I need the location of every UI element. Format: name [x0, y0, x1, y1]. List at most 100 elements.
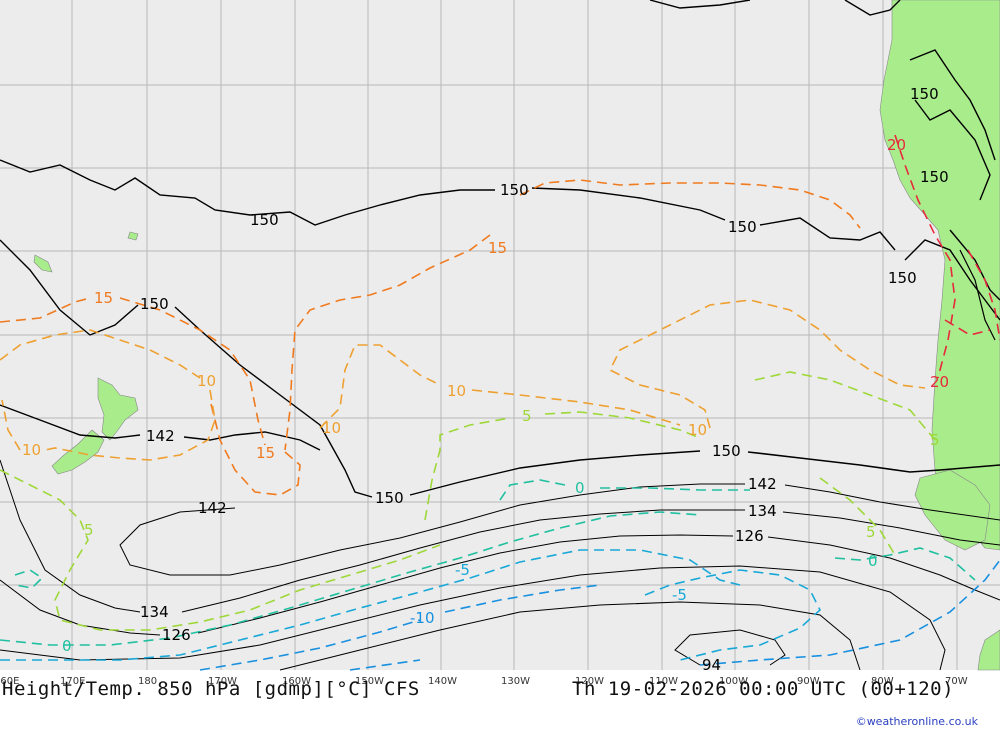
temp-label-minus5: -5	[455, 561, 470, 579]
temp-minus10-b	[444, 584, 601, 613]
tierra-del-fuego	[914, 469, 991, 551]
height-label: 142	[748, 475, 777, 493]
height-150-top-mid	[531, 187, 726, 221]
height-150-top	[0, 159, 495, 226]
height-label: 134	[140, 603, 169, 621]
temp-label-10: 10	[447, 382, 466, 400]
temp-label-5: 5	[930, 431, 940, 449]
temp-5-mid	[424, 417, 511, 521]
temperature-contours	[0, 134, 1000, 671]
antarctic-peninsula-tip	[977, 629, 1000, 671]
height-150-top-right	[759, 217, 896, 251]
height-label: 150	[920, 168, 949, 186]
lon-label: 140W	[428, 676, 457, 687]
temp-label-10: 10	[688, 421, 707, 439]
height-label: 142	[146, 427, 175, 445]
height-134-right	[782, 511, 1000, 546]
temp-label-15: 15	[488, 239, 507, 257]
height-142-west-b	[183, 431, 321, 451]
height-contours	[0, 0, 1000, 671]
temp-5-mid-b	[544, 411, 701, 439]
height-label: 150	[500, 181, 529, 199]
height-150-west	[0, 239, 139, 336]
temp-10-mid	[319, 344, 441, 429]
temp-label-0: 0	[868, 552, 878, 570]
valid-time: Th 19-02-2026 00:00 UTC (00+120)	[572, 678, 955, 700]
lon-label: 100W	[719, 676, 748, 687]
lon-label: 160W	[282, 676, 311, 687]
height-label: 134	[748, 502, 777, 520]
temp-label-5: 5	[84, 521, 94, 539]
lon-label: 70W	[945, 676, 968, 687]
temperature-labels: 15 15 15 10 10 10 10 10 20 20 5 5 5 5 0 …	[22, 136, 949, 655]
height-label: 150	[375, 489, 404, 507]
height-label: 150	[910, 85, 939, 103]
temp-15-west	[0, 297, 91, 323]
temp-0-mid	[499, 479, 566, 501]
temp-label-20: 20	[887, 136, 906, 154]
height-118	[0, 565, 946, 671]
height-label: 126	[162, 626, 191, 644]
temp-10-west	[0, 329, 201, 379]
temp-5-east	[754, 371, 936, 441]
lon-label: 160E	[0, 676, 19, 687]
temp-label-5: 5	[522, 407, 532, 425]
temp-0-west	[0, 511, 701, 646]
lat-lon-grid	[0, 0, 1000, 670]
temp-20-coast	[894, 134, 1000, 379]
height-126-right	[767, 536, 1000, 601]
lon-label: 90W	[797, 676, 820, 687]
height-150-diagonal	[174, 306, 373, 498]
temp-10-mid-b	[471, 389, 681, 426]
temp-label-15: 15	[94, 289, 113, 307]
temp-label-20: 20	[930, 373, 949, 391]
temp-0-west-loop	[14, 569, 44, 589]
height-150-south-right	[747, 451, 1000, 473]
lon-label: 130W	[501, 676, 530, 687]
small-island	[127, 231, 139, 241]
lon-label: 120W	[575, 676, 604, 687]
temp-5-west	[0, 469, 441, 631]
height-label: 142	[198, 499, 227, 517]
height-142-right	[784, 484, 1000, 521]
height-label: 94	[702, 656, 721, 674]
height-label: 150	[728, 218, 757, 236]
temp-label-5: 5	[866, 523, 876, 541]
temp-15-top	[519, 179, 861, 229]
land-masses	[33, 0, 1000, 671]
lon-label: 150W	[355, 676, 384, 687]
temp-label-minus10: -10	[410, 609, 435, 627]
temp-label-10: 10	[22, 441, 41, 459]
temp-10-west-b	[44, 389, 216, 461]
height-label: 150	[888, 269, 917, 287]
height-150-south	[409, 450, 701, 496]
temp-label-minus5: -5	[672, 586, 687, 604]
temp-0-east	[834, 547, 976, 581]
temp-10-east	[608, 299, 926, 429]
height-labels: 150 150 150 150 150 150 150 150 150 142 …	[140, 85, 949, 674]
temp-minus10-right	[699, 559, 1000, 666]
map-title: Height/Temp. 850 hPa [gdmp][°C] CFS	[2, 678, 420, 700]
fiji-islands	[33, 254, 53, 273]
temp-minus5-right	[644, 569, 821, 661]
temp-minus10-bottom	[349, 659, 421, 671]
temp-10-west-left	[1, 399, 21, 451]
new-zealand-south	[51, 429, 105, 475]
temp-label-15: 15	[256, 444, 275, 462]
height-150-top-corner	[844, 0, 901, 16]
height-142-west	[0, 404, 141, 439]
height-label: 126	[735, 527, 764, 545]
map-caption: Height/Temp. 850 hPa [gdmp][°C] CFS Th 1…	[0, 672, 1000, 712]
temp-0-mid-b	[600, 487, 750, 491]
lon-label: 180	[138, 676, 157, 687]
lon-label: 110W	[649, 676, 678, 687]
temp-minus10	[199, 619, 421, 671]
height-label: 150	[712, 442, 741, 460]
height-134-west	[0, 459, 141, 613]
new-zealand-north	[97, 377, 139, 441]
height-150-top-arc	[649, 0, 751, 9]
credit-link[interactable]: ©weatheronline.co.uk	[855, 715, 978, 728]
temp-label-10: 10	[197, 372, 216, 390]
temp-15-loop	[209, 399, 301, 496]
